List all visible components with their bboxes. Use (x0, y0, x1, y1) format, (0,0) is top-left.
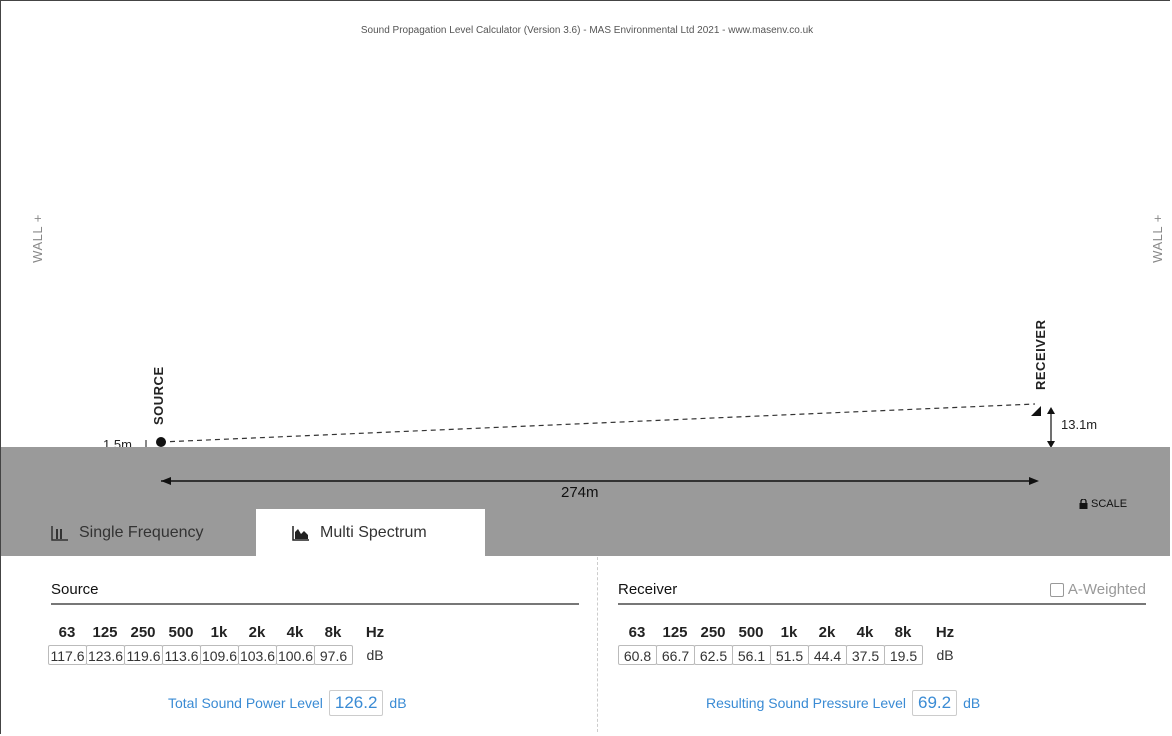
scale-lock-toggle[interactable]: SCALE (1079, 498, 1127, 510)
source-heading: Source (51, 581, 579, 605)
freq-header: 250 (130, 624, 156, 641)
freq-unit: Hz (935, 624, 955, 641)
freq-header: 63 (58, 624, 76, 641)
freq-header: 8k (894, 624, 912, 641)
freq-header: 8k (324, 624, 342, 641)
ground-area (1, 447, 1170, 556)
source-level-input[interactable]: 123.6 (86, 645, 125, 665)
bar-chart-simple-icon (51, 526, 68, 541)
freq-header: 500 (738, 624, 764, 641)
freq-header: 125 (92, 624, 118, 641)
checkbox-icon (1049, 582, 1064, 597)
freq-header: 4k (856, 624, 874, 641)
resulting-sound-pressure-label: Resulting Sound Pressure Level (706, 695, 907, 711)
receiver-level-value: 62.5 (694, 645, 733, 665)
lock-icon (1079, 499, 1088, 509)
freq-unit: Hz (365, 624, 385, 641)
receiver-level-value: 37.5 (846, 645, 885, 665)
propagation-path (160, 403, 1036, 443)
propagation-diagram (145, 403, 1055, 448)
source-level-input[interactable]: 100.6 (276, 645, 315, 665)
freq-header: 2k (248, 624, 266, 641)
freq-header: 250 (700, 624, 726, 641)
bar-chart-filled-icon (292, 526, 309, 541)
source-level-input[interactable]: 97.6 (314, 645, 353, 665)
source-level-input[interactable]: 113.6 (162, 645, 201, 665)
tab-multi-spectrum[interactable]: Multi Spectrum (256, 509, 485, 557)
freq-header: 125 (662, 624, 688, 641)
total-sound-power: Total Sound Power Level 126.2 dB (168, 690, 407, 716)
source-level-input[interactable]: 119.6 (124, 645, 163, 665)
receiver-level-value: 60.8 (618, 645, 657, 665)
total-sound-power-unit: dB (389, 695, 407, 711)
freq-header: 2k (818, 624, 836, 641)
freq-header: 1k (780, 624, 798, 641)
resulting-sound-pressure: Resulting Sound Pressure Level 69.2 dB (706, 690, 980, 716)
receiver-level-value: 19.5 (884, 645, 923, 665)
source-label: SOURCE (151, 366, 166, 425)
a-weighted-checkbox[interactable]: A-Weighted (1049, 581, 1146, 598)
source-spectrum-grid: 63 125 250 500 1k 2k 4k 8k Hz 117.6 123.… (48, 623, 398, 665)
receiver-heading: Receiver A-Weighted (618, 581, 1146, 605)
scale-label: SCALE (1091, 498, 1128, 510)
total-sound-power-value[interactable]: 126.2 (328, 690, 384, 716)
a-weighted-label: A-Weighted (1067, 581, 1146, 598)
freq-header: 500 (168, 624, 194, 641)
source-level-input[interactable]: 103.6 (238, 645, 277, 665)
source-level-input[interactable]: 117.6 (48, 645, 87, 665)
resulting-sound-pressure-value: 69.2 (912, 690, 958, 716)
value-unit: dB (936, 647, 954, 663)
freq-header: 63 (628, 624, 646, 641)
receiver-panel: Receiver A-Weighted 63 125 250 500 1k 2k… (598, 557, 1170, 734)
app-title: Sound Propagation Level Calculator (Vers… (360, 25, 814, 36)
tab-single-frequency[interactable]: Single Frequency (51, 509, 204, 557)
total-sound-power-label: Total Sound Power Level (168, 695, 323, 711)
tab-multi-spectrum-label: Multi Spectrum (320, 524, 427, 541)
resulting-sound-pressure-unit: dB (963, 695, 981, 711)
freq-header: 1k (210, 624, 228, 641)
receiver-marker (1031, 406, 1041, 416)
receiver-height-value[interactable]: 13.1m (1061, 417, 1098, 432)
receiver-level-value: 66.7 (656, 645, 695, 665)
receiver-level-value: 51.5 (770, 645, 809, 665)
source-marker (156, 437, 166, 447)
receiver-label: RECEIVER (1033, 319, 1048, 390)
source-panel: Source 63 125 250 500 1k 2k 4k 8k Hz 117… (1, 557, 598, 734)
source-level-input[interactable]: 109.6 (200, 645, 239, 665)
value-unit: dB (366, 647, 384, 663)
receiver-level-value: 44.4 (808, 645, 847, 665)
distance-arrow (161, 477, 1039, 485)
receiver-level-value: 56.1 (732, 645, 771, 665)
freq-header: 4k (286, 624, 304, 641)
distance-value[interactable]: 274m (561, 484, 599, 501)
tab-single-frequency-label: Single Frequency (79, 524, 204, 541)
receiver-spectrum-grid: 63 125 250 500 1k 2k 4k 8k Hz 60.8 66.7 … (618, 623, 968, 665)
